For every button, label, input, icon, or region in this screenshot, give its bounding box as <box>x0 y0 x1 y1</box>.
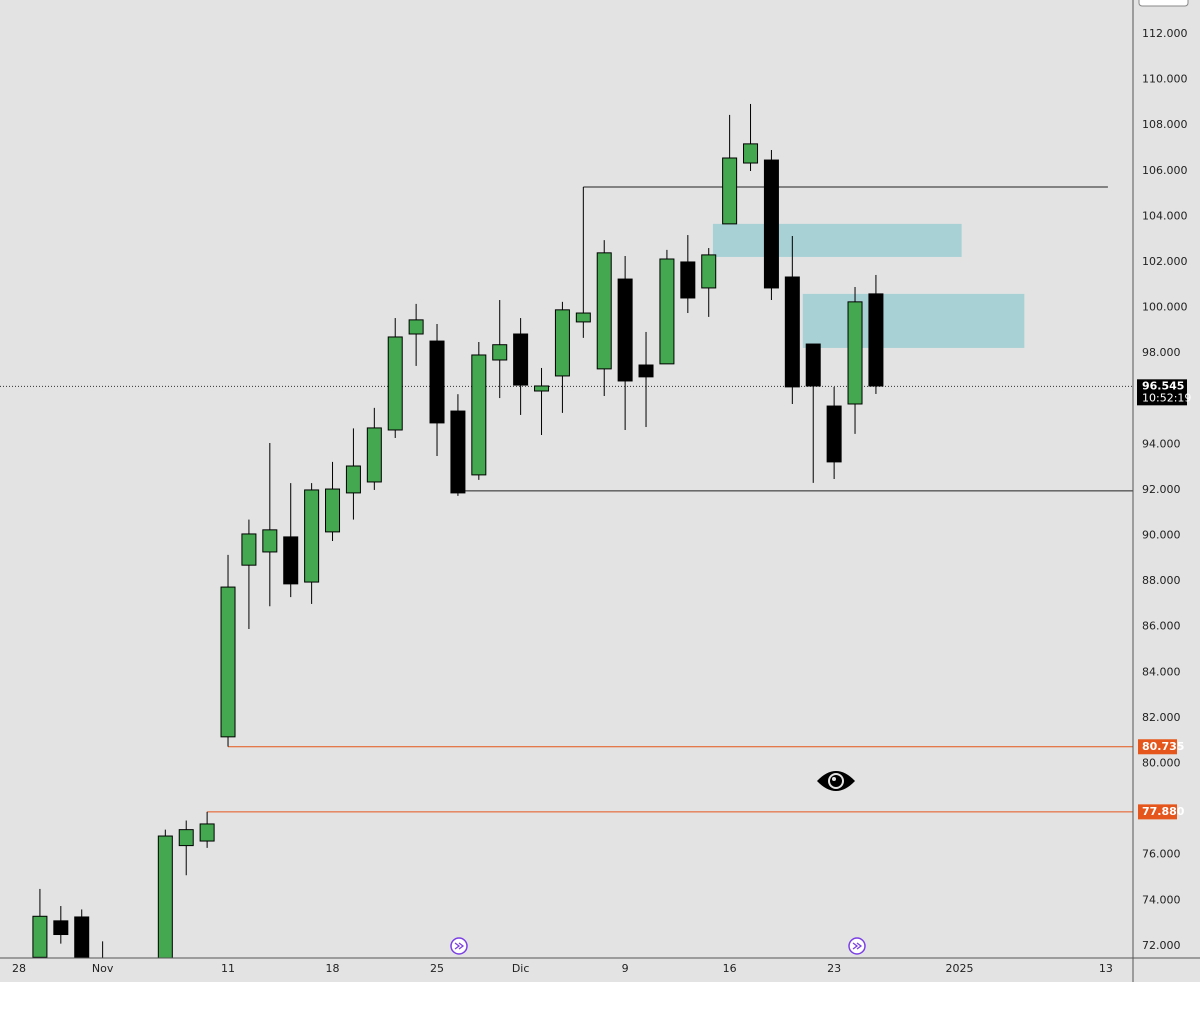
candle-body <box>492 344 508 361</box>
candle-body <box>638 364 654 378</box>
y-tick-label: 106.000 <box>1142 164 1188 177</box>
candle-body <box>387 336 403 431</box>
candle-body <box>450 410 466 494</box>
eye-icon <box>817 771 855 791</box>
countdown-label: 10:52:19 <box>1142 391 1191 404</box>
candle-body <box>283 536 299 585</box>
y-tick-label: 94.000 <box>1142 437 1181 450</box>
x-tick-label: 18 <box>326 962 340 975</box>
candle-body <box>345 465 361 494</box>
candle-body <box>784 276 800 388</box>
y-tick-label: 84.000 <box>1142 665 1181 678</box>
price-level-label: 77.880 <box>1142 805 1185 818</box>
x-tick-label: 23 <box>827 962 841 975</box>
candle-body <box>199 823 215 842</box>
zone <box>712 223 962 257</box>
candle-body <box>241 533 257 566</box>
candle-body <box>805 343 821 387</box>
y-tick-label: 98.000 <box>1142 346 1181 359</box>
price-level-label: 80.735 <box>1142 740 1184 753</box>
last-price-box <box>1137 379 1187 406</box>
candle-body <box>32 915 48 958</box>
candle-body <box>157 835 173 958</box>
x-tick-label: 2025 <box>946 962 974 975</box>
last-price-label: 96.545 <box>1142 379 1184 392</box>
plot-area <box>0 103 1133 958</box>
candle-body <box>366 427 382 483</box>
candle-body <box>868 293 884 387</box>
event-icon[interactable] <box>450 937 468 955</box>
y-tick-label: 80.000 <box>1142 757 1181 770</box>
y-tick-label: 86.000 <box>1142 620 1181 633</box>
x-tick-label: 13 <box>1099 962 1113 975</box>
candle-body <box>847 301 863 405</box>
x-tick-label: 11 <box>221 962 235 975</box>
candle-body <box>408 319 424 335</box>
x-tick-label: 16 <box>723 962 737 975</box>
y-tick-label: 76.000 <box>1142 848 1181 861</box>
candle-body <box>722 157 738 225</box>
x-tick-label: 28 <box>12 962 26 975</box>
price-level-box <box>1138 739 1177 755</box>
candle-body <box>617 278 633 382</box>
candle-body <box>74 916 90 958</box>
y-tick-label: 110.000 <box>1142 73 1188 86</box>
candle-body <box>596 252 612 370</box>
y-tick-label: 102.000 <box>1142 255 1188 268</box>
candle-body <box>680 261 696 299</box>
candle-body <box>575 312 591 323</box>
y-tick-label: 100.000 <box>1142 301 1188 314</box>
y-tick-label: 112.000 <box>1142 27 1188 40</box>
y-tick-label: 88.000 <box>1142 574 1181 587</box>
candle-body <box>534 385 550 392</box>
candle-body <box>429 340 445 424</box>
candle-body <box>763 159 779 289</box>
candle-body <box>471 354 487 476</box>
candle-body <box>826 405 842 463</box>
y-tick-label: 108.000 <box>1142 118 1188 131</box>
y-tick-label: 90.000 <box>1142 529 1181 542</box>
candle-body <box>513 333 529 386</box>
candle-body <box>659 258 675 365</box>
zone <box>802 293 1025 348</box>
x-tick-label: Nov <box>92 962 114 975</box>
x-tick-label: 25 <box>430 962 444 975</box>
event-icon[interactable] <box>848 937 866 955</box>
y-tick-label: 74.000 <box>1142 893 1181 906</box>
y-tick-label: 104.000 <box>1142 209 1188 222</box>
price-level-box <box>1138 804 1177 820</box>
candle-body <box>743 143 759 164</box>
candle-body <box>554 309 570 377</box>
y-tick-label: 82.000 <box>1142 711 1181 724</box>
axis-button[interactable] <box>1138 0 1189 7</box>
candle-body <box>262 529 278 553</box>
y-tick-label: 72.000 <box>1142 939 1181 952</box>
y-tick-label: 92.000 <box>1142 483 1181 496</box>
x-tick-label: Dic <box>512 962 530 975</box>
candle-body <box>220 586 236 738</box>
candle-body <box>53 920 69 936</box>
x-tick-label: 9 <box>622 962 629 975</box>
candle-body <box>325 488 341 533</box>
candle-body <box>304 489 320 583</box>
candle-body <box>178 829 194 847</box>
candle-body <box>701 254 717 289</box>
